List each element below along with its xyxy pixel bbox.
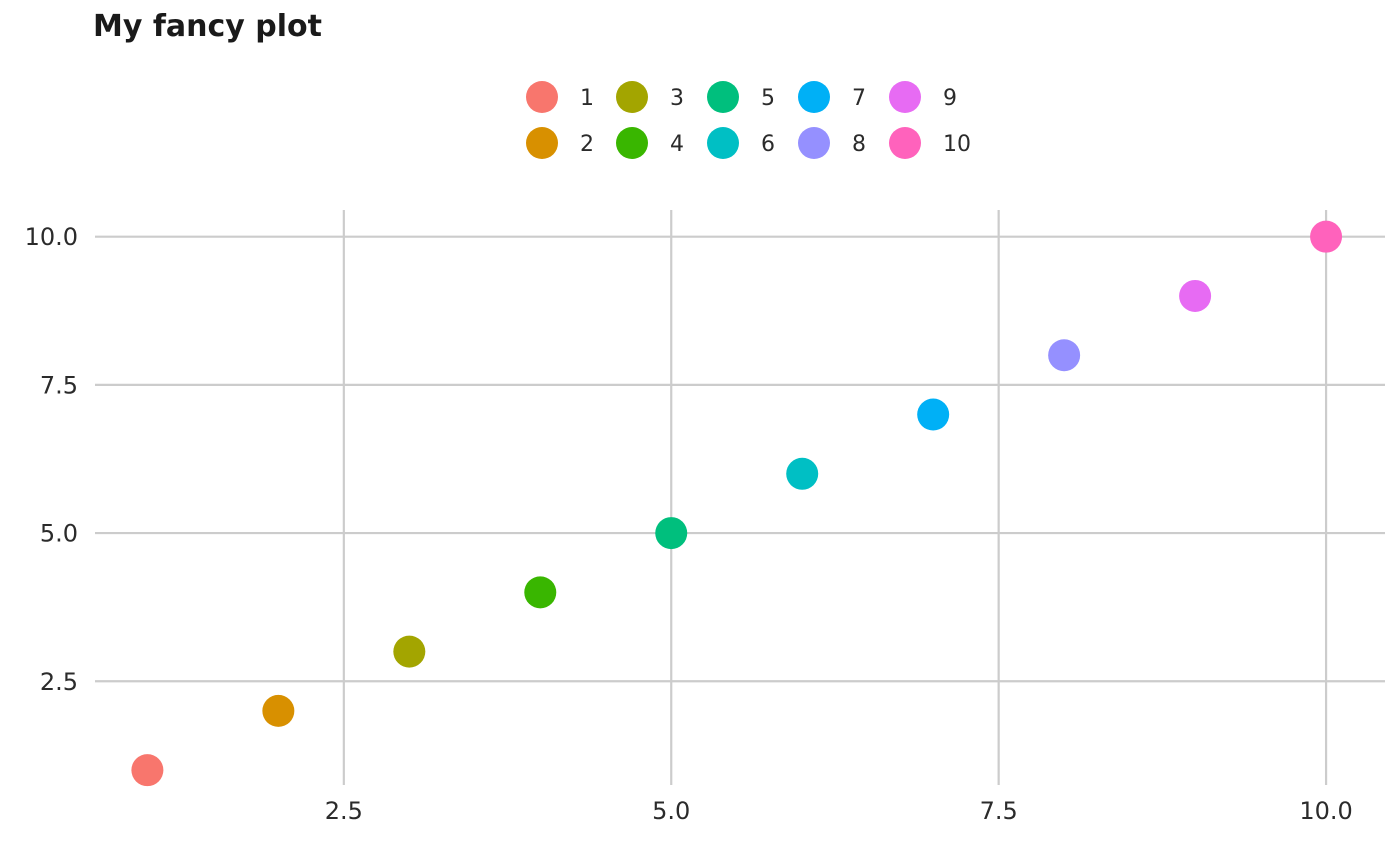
plot-title: My fancy plot xyxy=(93,9,322,44)
legend-key-1 xyxy=(526,81,558,113)
legend-key-8 xyxy=(798,127,830,159)
legend-key-5 xyxy=(707,81,739,113)
legend-key-4 xyxy=(616,127,648,159)
y-tick-label: 10.0 xyxy=(25,223,78,251)
data-point-2 xyxy=(262,694,295,727)
x-tick-label: 10.0 xyxy=(1299,797,1352,825)
y-axis: 2.5 5.0 7.5 10.0 xyxy=(25,223,78,696)
legend-key-7 xyxy=(798,81,830,113)
data-point-5 xyxy=(655,517,688,550)
legend-key-2 xyxy=(526,127,558,159)
data-point-10 xyxy=(1310,220,1343,253)
y-tick-label: 7.5 xyxy=(40,371,78,399)
legend-label-1: 1 xyxy=(580,86,594,111)
data-point-7 xyxy=(917,398,950,431)
legend-label-10: 10 xyxy=(943,132,971,157)
x-tick-label: 7.5 xyxy=(980,797,1018,825)
legend-label-3: 3 xyxy=(670,86,684,111)
data-point-6 xyxy=(786,457,819,490)
legend-label-5: 5 xyxy=(761,86,775,111)
legend-label-8: 8 xyxy=(852,132,866,157)
legend: 1 2 3 4 5 6 7 8 9 10 xyxy=(526,81,971,159)
y-tick-label: 2.5 xyxy=(40,668,78,696)
legend-key-6 xyxy=(707,127,739,159)
data-points xyxy=(131,220,1343,787)
y-tick-label: 5.0 xyxy=(40,520,78,548)
data-point-1 xyxy=(131,754,164,787)
legend-label-7: 7 xyxy=(852,86,866,111)
legend-label-4: 4 xyxy=(670,132,684,157)
x-tick-label: 5.0 xyxy=(652,797,690,825)
legend-key-10 xyxy=(889,127,921,159)
x-tick-label: 2.5 xyxy=(325,797,363,825)
data-point-8 xyxy=(1048,339,1081,372)
legend-label-6: 6 xyxy=(761,132,775,157)
legend-label-9: 9 xyxy=(943,86,957,111)
data-point-3 xyxy=(393,635,426,668)
legend-key-3 xyxy=(616,81,648,113)
legend-label-2: 2 xyxy=(580,132,594,157)
data-point-4 xyxy=(524,576,557,609)
data-point-9 xyxy=(1179,279,1212,312)
panel-grid xyxy=(95,210,1385,785)
legend-key-9 xyxy=(889,81,921,113)
x-axis: 2.5 5.0 7.5 10.0 xyxy=(325,797,1353,825)
